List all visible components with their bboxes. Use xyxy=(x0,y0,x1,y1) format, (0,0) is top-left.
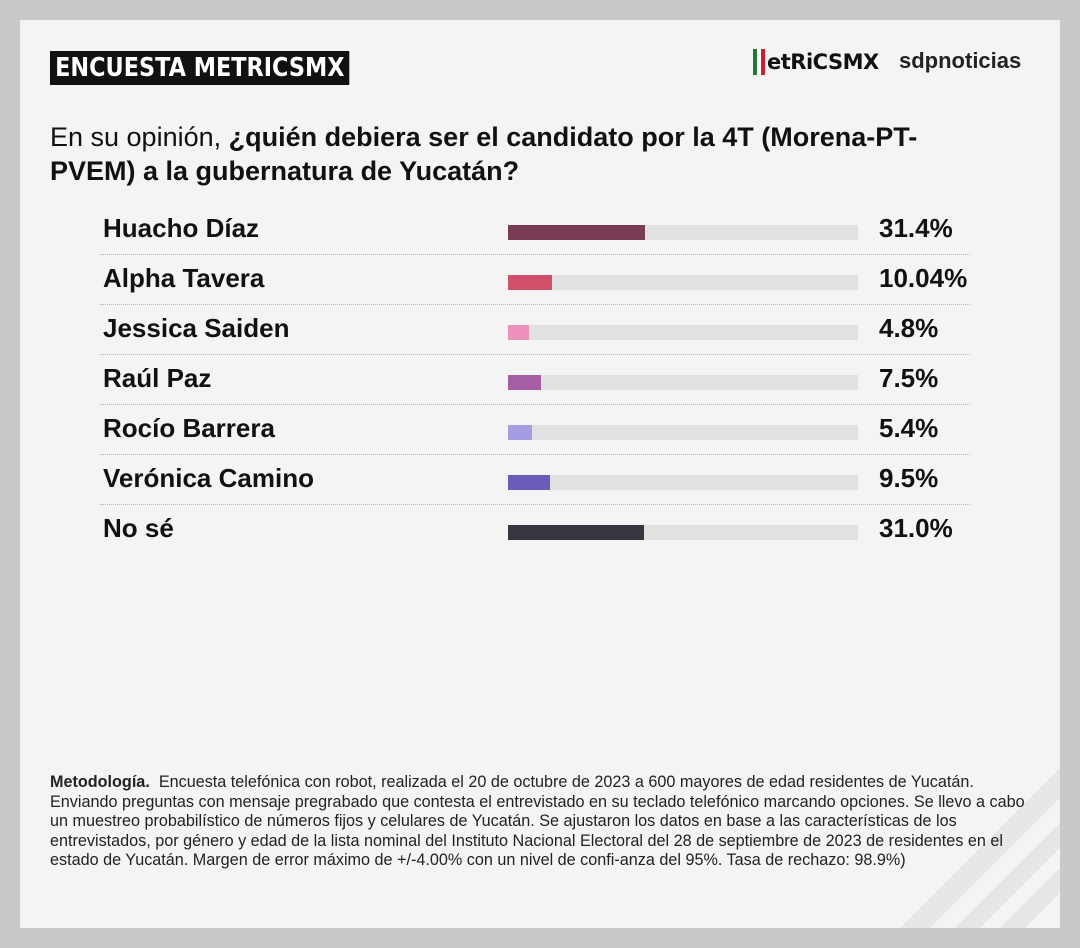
metricsmx-logo-text: etRiCSMX xyxy=(767,50,879,74)
bar-row: Verónica Camino 9.5% xyxy=(100,455,970,505)
value-label: 4.8% xyxy=(879,313,939,343)
value-label: 10.04% xyxy=(879,263,968,293)
category-label: Alpha Tavera xyxy=(103,263,265,293)
category-label: Verónica Camino xyxy=(103,463,314,493)
bar-row: Huacho Díaz 31.4% xyxy=(100,205,970,255)
bar-track xyxy=(508,425,858,440)
bar-track xyxy=(508,325,858,340)
value-label: 5.4% xyxy=(879,413,939,443)
bar-row: Alpha Tavera 10.04% xyxy=(100,255,970,305)
methodology-body: Encuesta telefónica con robot, realizada… xyxy=(50,773,1025,869)
mexico-flag-icon xyxy=(753,49,765,75)
bar-chart: Huacho Díaz 31.4% Alpha Tavera 10.04% Jessic… xyxy=(20,205,1060,545)
bar-track xyxy=(508,525,858,540)
value-label: 31.0% xyxy=(879,513,953,543)
bar-row: Jessica Saiden 4.8% xyxy=(100,305,970,355)
bar-row: Rocío Barrera 5.4% xyxy=(100,405,970,455)
bar xyxy=(508,525,644,540)
survey-badge: ENCUESTA METRICSMX xyxy=(50,51,350,85)
category-label: No sé xyxy=(103,513,174,543)
poll-card: ENCUESTA METRICSMX etRiCSMX sdpnoticias … xyxy=(20,20,1060,928)
methodology-label: Metodología. xyxy=(50,773,150,791)
bar xyxy=(508,375,541,390)
category-label: Huacho Díaz xyxy=(103,213,260,243)
question-bold: ¿quién debiera ser el candidato por la 4… xyxy=(50,122,918,186)
bar xyxy=(508,275,552,290)
row-divider xyxy=(100,304,970,305)
value-label: 31.4% xyxy=(879,213,953,243)
row-divider xyxy=(100,404,970,405)
category-label: Jessica Saiden xyxy=(103,313,290,343)
bar-track xyxy=(508,225,858,240)
bar-track xyxy=(508,375,858,390)
question-prefix: En su opinión, xyxy=(50,122,229,152)
methodology-text: Metodología. Encuesta telefónica con rob… xyxy=(50,773,1040,871)
bar xyxy=(508,425,532,440)
category-label: Raúl Paz xyxy=(103,363,212,393)
corner-stripes-decoration xyxy=(900,768,1060,928)
row-divider xyxy=(100,254,970,255)
value-label: 7.5% xyxy=(879,363,939,393)
metricsmx-logo: etRiCSMX xyxy=(753,45,879,75)
row-divider xyxy=(100,504,970,505)
category-label: Rocío Barrera xyxy=(103,413,275,443)
bar xyxy=(508,475,550,490)
sdpnoticias-logo: sdpnoticias xyxy=(899,48,1022,73)
bar-track xyxy=(508,275,858,290)
bar-row: Raúl Paz 7.5% xyxy=(100,355,970,405)
question-text: En su opinión, ¿quién debiera ser el can… xyxy=(50,120,950,188)
value-label: 9.5% xyxy=(879,463,939,493)
bar xyxy=(508,325,529,340)
bar-track xyxy=(508,475,858,490)
bar-row: No sé 31.0% xyxy=(100,505,970,555)
row-divider xyxy=(100,454,970,455)
row-divider xyxy=(100,354,970,355)
bar xyxy=(508,225,646,240)
